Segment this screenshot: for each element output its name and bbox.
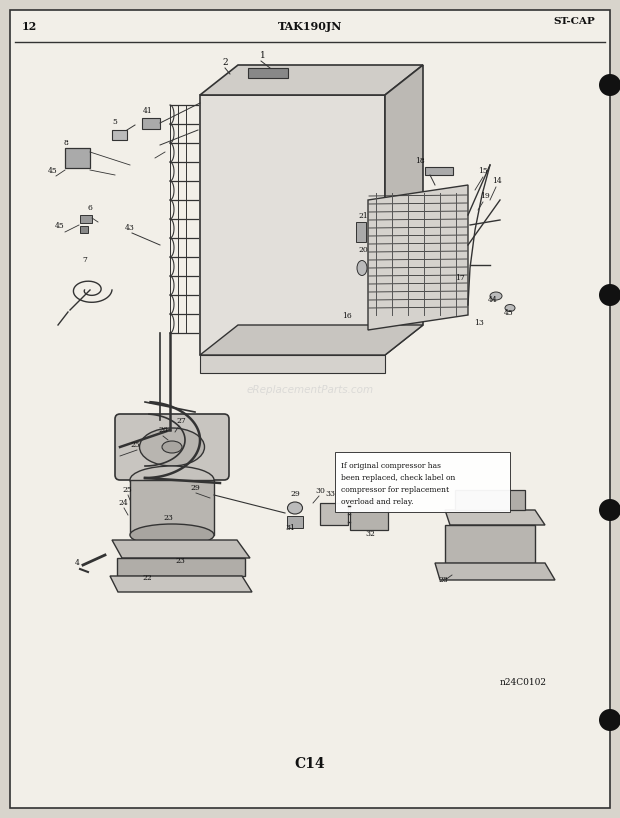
Bar: [112, 130, 127, 140]
Polygon shape: [200, 65, 423, 95]
Text: 45: 45: [55, 222, 64, 230]
Text: 14: 14: [492, 177, 502, 185]
Polygon shape: [435, 563, 555, 580]
Bar: [287, 516, 303, 528]
Text: 33: 33: [325, 490, 335, 498]
Bar: [142, 118, 160, 129]
Text: TAK190JN: TAK190JN: [278, 21, 342, 32]
Text: 32: 32: [365, 530, 375, 538]
Bar: [248, 68, 288, 78]
Bar: [80, 226, 88, 233]
Circle shape: [599, 284, 620, 306]
Bar: [117, 558, 245, 576]
Ellipse shape: [357, 260, 367, 276]
Ellipse shape: [490, 292, 502, 300]
Text: 43: 43: [125, 224, 135, 232]
Text: 20: 20: [358, 246, 368, 254]
Text: 24: 24: [118, 499, 128, 507]
Text: 31: 31: [285, 524, 295, 532]
Text: 2: 2: [222, 58, 228, 67]
Text: been replaced, check label on: been replaced, check label on: [341, 474, 455, 482]
Text: 6: 6: [88, 204, 93, 212]
Text: C14: C14: [294, 757, 326, 771]
Text: 28: 28: [438, 576, 448, 584]
FancyBboxPatch shape: [115, 414, 229, 480]
Text: eReplacementParts.com: eReplacementParts.com: [246, 385, 374, 395]
Polygon shape: [112, 540, 250, 558]
Polygon shape: [385, 65, 423, 355]
Circle shape: [599, 709, 620, 731]
Text: 4: 4: [75, 559, 80, 567]
Text: 15: 15: [478, 167, 488, 175]
Text: 23: 23: [163, 514, 173, 522]
Bar: [335, 452, 510, 512]
Text: ST-CAP: ST-CAP: [553, 17, 595, 26]
Text: 27: 27: [176, 417, 186, 425]
Text: 18: 18: [415, 157, 425, 165]
Ellipse shape: [505, 304, 515, 312]
Bar: [130, 480, 214, 535]
Text: 17: 17: [455, 274, 465, 282]
Text: 8: 8: [63, 139, 68, 147]
Polygon shape: [110, 576, 252, 592]
Text: 45: 45: [504, 309, 514, 317]
Polygon shape: [200, 355, 385, 373]
Polygon shape: [368, 185, 468, 330]
Text: 41: 41: [143, 107, 153, 115]
Polygon shape: [200, 325, 423, 355]
Polygon shape: [200, 95, 385, 355]
Text: 19: 19: [480, 192, 490, 200]
Text: 12: 12: [22, 21, 37, 32]
Text: n24C0102: n24C0102: [500, 678, 547, 687]
Text: overload and relay.: overload and relay.: [341, 498, 414, 506]
Bar: [80, 215, 92, 223]
Text: 1: 1: [260, 51, 266, 60]
Bar: [425, 167, 453, 175]
Text: 7: 7: [82, 256, 87, 264]
Text: 29: 29: [290, 490, 299, 498]
Ellipse shape: [140, 428, 205, 466]
Ellipse shape: [130, 466, 214, 494]
Text: 26: 26: [158, 426, 168, 434]
Text: 45: 45: [48, 167, 58, 175]
Text: 5: 5: [112, 118, 117, 126]
Text: 25: 25: [122, 486, 131, 494]
Polygon shape: [445, 510, 545, 525]
Circle shape: [599, 499, 620, 521]
Bar: [320, 503, 348, 525]
Ellipse shape: [288, 502, 303, 514]
Text: 16: 16: [342, 312, 352, 320]
Text: 29: 29: [190, 484, 200, 492]
Text: 22: 22: [142, 574, 152, 582]
Bar: [356, 222, 366, 242]
Bar: [445, 525, 535, 563]
Ellipse shape: [162, 441, 182, 453]
Ellipse shape: [130, 524, 214, 546]
Text: 25: 25: [130, 441, 140, 449]
Text: 21: 21: [358, 212, 368, 220]
Bar: [455, 490, 525, 510]
Text: 23: 23: [175, 557, 185, 565]
Bar: [350, 500, 388, 530]
Text: 44: 44: [488, 296, 498, 304]
Text: 13: 13: [474, 319, 484, 327]
Text: 30: 30: [315, 487, 325, 495]
Circle shape: [599, 74, 620, 96]
Text: If original compressor has: If original compressor has: [341, 462, 441, 470]
Bar: [65, 148, 90, 168]
Text: compressor for replacement: compressor for replacement: [341, 486, 449, 494]
